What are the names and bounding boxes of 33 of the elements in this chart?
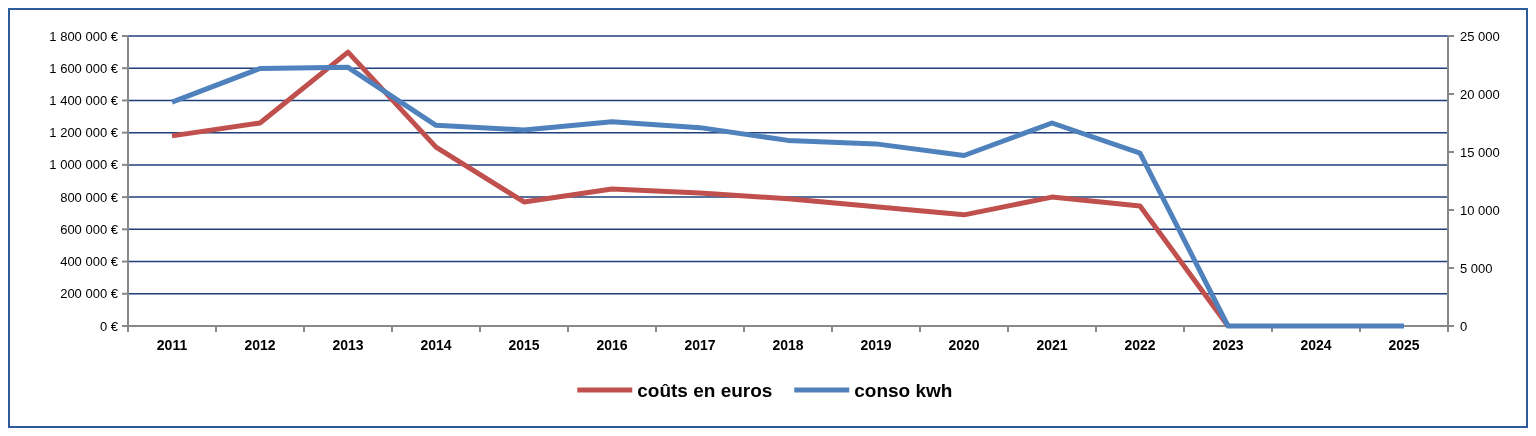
y2-tick-label: 15 000 [1460,144,1500,160]
x-tick-label: 2013 [332,337,364,353]
x-tick-label: 2021 [1036,337,1068,353]
y-tick-label: 400 000 € [60,254,119,270]
y2-tick-label: 25 000 [1460,28,1500,44]
x-tick-label: 2014 [420,337,452,353]
x-tick-label: 2025 [1388,337,1420,353]
x-tick-label: 2018 [772,337,804,353]
x-tick-label: 2016 [596,337,628,353]
legend-label: coûts en euros [637,379,773,401]
x-tick-label: 2019 [860,337,892,353]
y2-tick-label: 0 [1460,318,1468,334]
y-tick-label: 600 000 € [60,221,119,237]
y2-tick-label: 10 000 [1460,202,1500,218]
y-tick-label: 1 000 000 € [49,157,119,173]
y-tick-label: 200 000 € [60,286,119,302]
y-tick-label: 1 400 000 € [49,92,119,108]
x-tick-label: 2023 [1212,337,1244,353]
x-tick-label: 2017 [684,337,716,353]
y-tick-label: 0 € [99,318,119,334]
y-tick-label: 800 000 € [60,189,119,205]
y-tick-label: 1 600 000 € [49,60,119,76]
y-tick-label: 1 800 000 € [49,28,119,44]
legend-label: conso kwh [854,379,953,401]
x-tick-label: 2015 [508,337,540,353]
x-tick-label: 2022 [1124,337,1156,353]
y2-tick-label: 20 000 [1460,86,1500,102]
x-tick-label: 2020 [948,337,980,353]
x-tick-label: 2012 [244,337,276,353]
x-tick-label: 2011 [156,337,188,353]
y2-tick-label: 5 000 [1460,260,1493,276]
y-tick-label: 1 200 000 € [49,125,119,141]
x-tick-label: 2024 [1300,337,1332,353]
